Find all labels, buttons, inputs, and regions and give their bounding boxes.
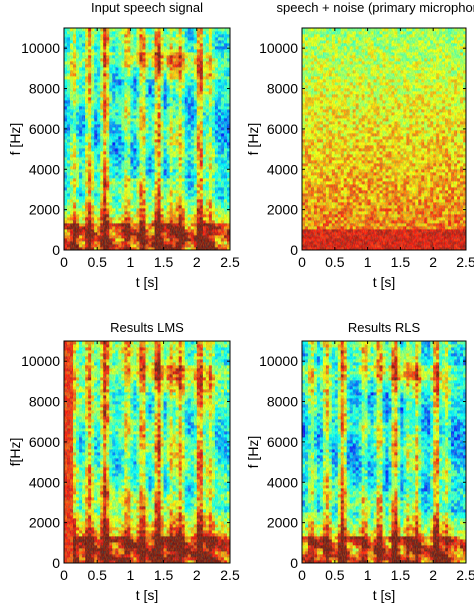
heatmap-texture [64,28,230,250]
spectrogram-panel-1: 0 0.5 1 1.5 2 2.5 0 2000 4000 6000 8000 10000 Input … [7,0,240,290]
y-tick-label: 0 [52,242,60,258]
y-tick-label: 10000 [21,40,60,56]
x-tick-label: 1 [127,254,135,270]
chart-title: Input speech signal [91,0,203,15]
y-tick-label: 6000 [29,121,60,137]
spectrogram-panel-2: 0 0.5 1 1.5 2 2.50200040006000800010000speech… [245,0,474,290]
y-axis-label: f [Hz] [7,123,23,156]
x-tick-label: 1.5 [154,254,174,270]
y-tick-label: 8000 [29,81,60,97]
x-axis-label: t [s] [136,274,159,290]
x-tick-label: 2 [193,254,201,270]
x-tick-label: 0.5 [87,254,107,270]
y-tick-label: 2000 [29,202,60,218]
y-tick-label: 4000 [29,161,60,177]
x-tick-label: 0 [60,254,68,270]
x-tick-label: 2.5 [220,254,240,270]
